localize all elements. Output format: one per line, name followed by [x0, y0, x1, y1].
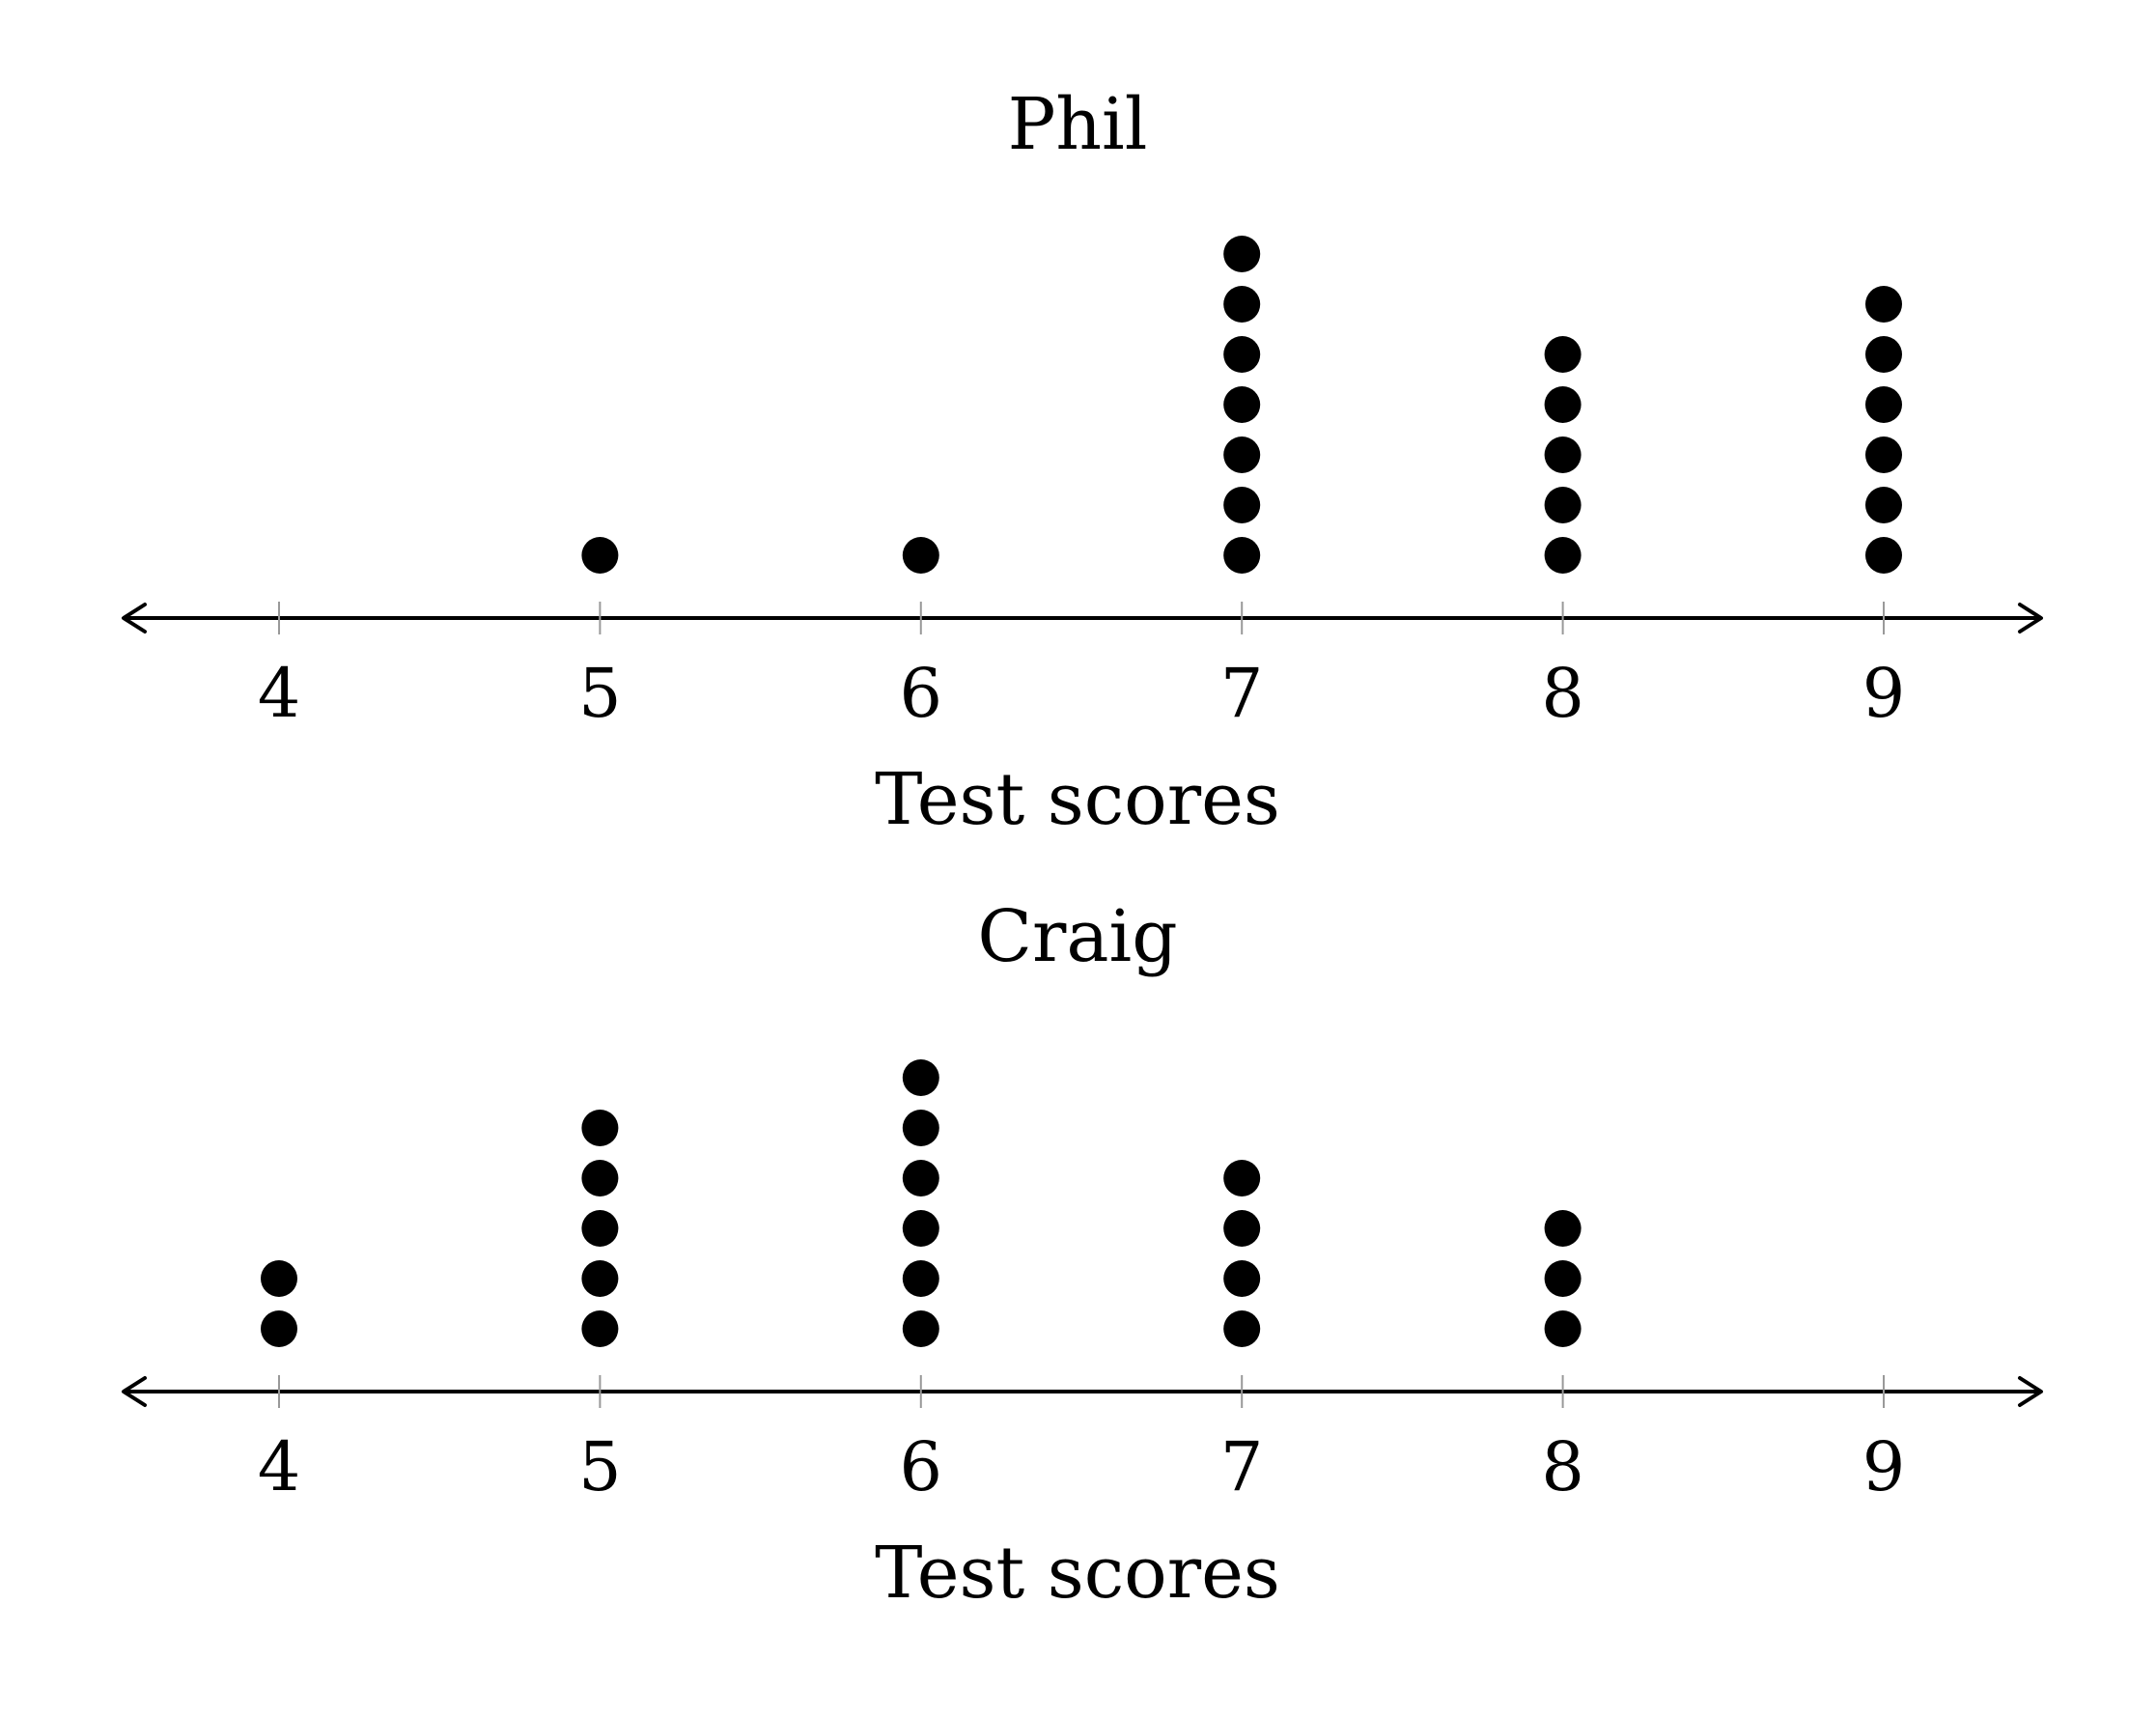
dot	[902, 1160, 939, 1196]
dot	[581, 1260, 619, 1297]
left-arrow-icon	[122, 1376, 147, 1407]
dot	[902, 1210, 939, 1247]
dot	[261, 1310, 297, 1347]
right-arrow-icon	[2018, 1376, 2043, 1407]
dot	[1223, 1310, 1261, 1347]
dot	[1223, 1260, 1261, 1297]
dot	[1223, 1210, 1261, 1247]
dot	[1223, 1160, 1261, 1196]
dot	[1544, 386, 1582, 423]
tick-label: 8	[1541, 654, 1584, 733]
x-axis-title: Test scores	[875, 758, 1280, 841]
tick-marks	[278, 602, 1885, 634]
dot	[261, 1260, 297, 1297]
tick-label: 4	[258, 1427, 301, 1506]
tick-label: 7	[1220, 654, 1264, 733]
tick-label: 9	[1862, 654, 1906, 733]
dot	[1223, 386, 1261, 423]
x-axis-title: Test scores	[875, 1532, 1280, 1615]
dot	[1865, 386, 1902, 423]
plot-title: Craig	[977, 895, 1177, 978]
dot-plot-craig: Craig 4 5 6 7 8 9 Test scores	[122, 895, 2043, 1615]
dot	[581, 1160, 619, 1196]
tick-label: 6	[900, 654, 943, 733]
dot	[1223, 336, 1261, 373]
dot	[1223, 537, 1261, 574]
dot	[581, 1310, 619, 1347]
dot	[581, 537, 619, 574]
dot	[1223, 286, 1261, 323]
dot	[1223, 436, 1261, 473]
dot	[1544, 336, 1582, 373]
dot	[581, 1110, 619, 1146]
tick-label: 5	[578, 1427, 622, 1506]
tick-label: 8	[1541, 1427, 1584, 1506]
dots	[261, 1059, 1582, 1347]
dot	[902, 1110, 939, 1146]
dot	[1223, 487, 1261, 523]
tick-label: 4	[258, 654, 301, 733]
tick-labels: 4 5 6 7 8 9	[258, 654, 1906, 733]
tick-labels: 4 5 6 7 8 9	[258, 1427, 1906, 1506]
dot	[902, 1260, 939, 1297]
dot	[902, 1059, 939, 1096]
plot-title: Phil	[1008, 83, 1148, 166]
dot	[1865, 487, 1902, 523]
dot	[1865, 336, 1902, 373]
tick-marks	[278, 1375, 1885, 1408]
left-arrow-icon	[122, 603, 147, 633]
dot	[902, 537, 939, 574]
dot	[1544, 487, 1582, 523]
dot	[1223, 236, 1261, 272]
dot	[1544, 1210, 1582, 1247]
dots	[581, 236, 1902, 574]
tick-label: 5	[578, 654, 622, 733]
dot	[1865, 286, 1902, 323]
tick-label: 9	[1862, 1427, 1906, 1506]
dot	[1544, 436, 1582, 473]
dot-plot-phil: Phil 4 5 6 7 8 9 Test scores	[122, 83, 2043, 841]
dot	[1865, 537, 1902, 574]
dot	[902, 1310, 939, 1347]
tick-label: 7	[1220, 1427, 1264, 1506]
right-arrow-icon	[2018, 603, 2043, 633]
dot	[1544, 1310, 1582, 1347]
dot	[581, 1210, 619, 1247]
dot	[1544, 1260, 1582, 1297]
dot	[1865, 436, 1902, 473]
tick-label: 6	[900, 1427, 943, 1506]
dot	[1544, 537, 1582, 574]
